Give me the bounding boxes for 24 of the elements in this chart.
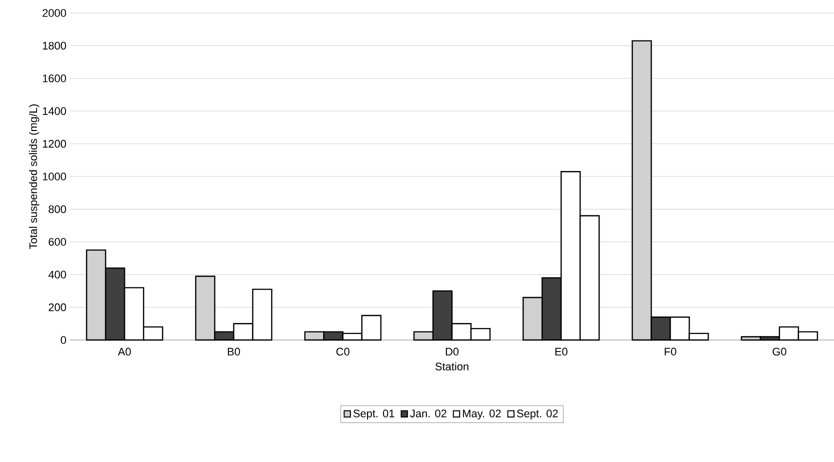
y-tick-label: 1400 [42, 107, 66, 115]
x-tick-label: B0 [228, 348, 240, 356]
y-tick-label: 0 [60, 336, 66, 344]
y-tick-label: 400 [48, 270, 66, 278]
y-tick-label: 2000 [42, 9, 66, 17]
x-tick-label: G0 [772, 348, 786, 356]
legend-label: Sept. 01 [353, 410, 394, 420]
y-tick-label: 600 [48, 238, 66, 246]
x-tick-label: E0 [555, 348, 568, 356]
legend-label: Jan. 02 [410, 410, 446, 418]
y-tick-label: 1200 [42, 140, 66, 148]
legend-label: Sept. 02 [516, 410, 558, 420]
y-tick-label: 1000 [42, 172, 66, 180]
y-tick-label: 200 [48, 303, 66, 312]
x-tick-label: C0 [336, 348, 350, 356]
x-tick-label: A0 [118, 348, 131, 356]
x-axis-title: Station [435, 362, 468, 370]
y-tick-label: 800 [48, 205, 66, 214]
y-tick-label: 1600 [42, 74, 66, 82]
legend-label: May. 02 [463, 410, 501, 420]
x-tick-label: F0 [664, 348, 676, 356]
y-tick-label: 1800 [42, 42, 66, 50]
x-tick-label: D0 [446, 348, 459, 356]
y-axis-title: Total suspended solids (mg/L) [29, 104, 40, 250]
